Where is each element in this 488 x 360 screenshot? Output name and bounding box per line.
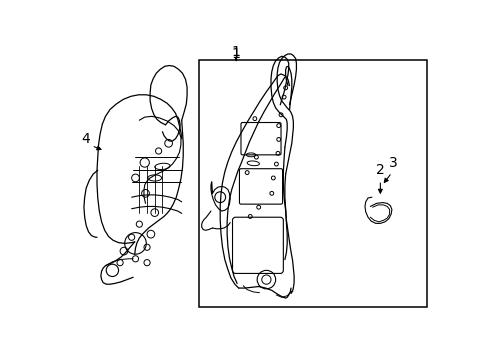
Text: 2: 2 (375, 163, 384, 177)
Text: 1: 1 (231, 45, 240, 59)
Text: 1: 1 (231, 47, 240, 61)
Text: 4: 4 (81, 132, 90, 147)
Text: 3: 3 (388, 156, 397, 170)
Bar (199, 60, 426, 306)
